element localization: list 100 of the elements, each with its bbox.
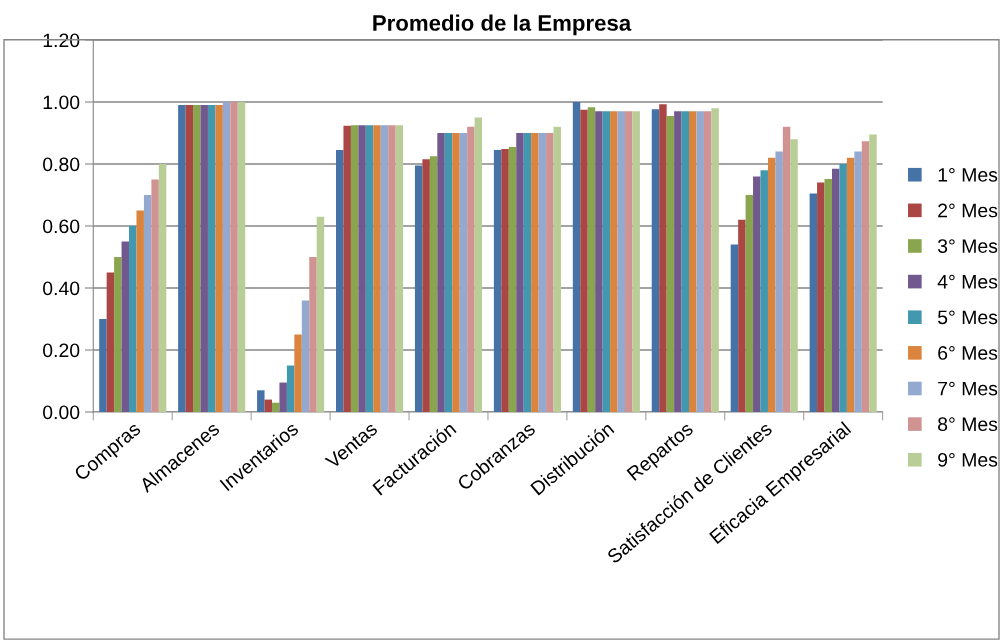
y-tick-label: 0.00 (43, 405, 80, 420)
legend-label: 6° Mes (938, 346, 998, 360)
bar (143, 195, 152, 412)
bar (444, 133, 453, 412)
legend-label: 4° Mes (937, 274, 998, 289)
bar (309, 257, 317, 412)
bar (632, 111, 640, 412)
bar (380, 125, 389, 412)
bar (782, 126, 791, 412)
bar (414, 165, 423, 412)
bar (595, 111, 603, 412)
bar (301, 300, 310, 412)
bar (271, 402, 280, 412)
bar (99, 319, 107, 412)
bar (279, 382, 287, 412)
bar (869, 134, 877, 412)
bar (516, 133, 524, 412)
legend-label: 3° Mes (937, 239, 998, 253)
bar (546, 133, 554, 412)
bar (508, 146, 517, 412)
bar (193, 105, 201, 412)
bar (136, 210, 144, 412)
bar (151, 179, 159, 412)
bar (767, 157, 776, 412)
bar (538, 133, 547, 412)
chart-title: Promedio de la Empresa (373, 14, 632, 36)
bar (316, 216, 325, 412)
bar (587, 107, 596, 412)
bar (651, 109, 660, 412)
bar (121, 241, 130, 412)
bar (602, 111, 611, 412)
bar (753, 176, 761, 412)
y-tick-label: 0.60 (43, 219, 80, 234)
bar (760, 170, 768, 412)
bar (200, 105, 208, 412)
bar (294, 334, 302, 412)
bar (824, 178, 832, 412)
bar (129, 226, 137, 412)
bar (846, 157, 855, 412)
bar (689, 111, 697, 412)
legend-label: 2° Mes (938, 203, 998, 218)
bar (467, 126, 475, 412)
bar (437, 133, 445, 412)
bar (222, 102, 231, 412)
bar (286, 365, 295, 412)
bar (158, 164, 167, 412)
legend-label: 9° Mes (938, 452, 998, 467)
bar (185, 105, 194, 412)
bar (264, 399, 272, 412)
y-tick-label: 1.20 (43, 33, 80, 48)
bar (350, 125, 359, 412)
bar (336, 150, 344, 412)
bar (429, 156, 438, 412)
bar (452, 133, 460, 412)
bar (703, 111, 712, 412)
bar (666, 115, 675, 412)
y-tick-label: 0.80 (43, 157, 80, 172)
bar (580, 109, 588, 412)
bar (730, 244, 739, 412)
bar (114, 257, 122, 412)
bar (572, 102, 581, 412)
legend-label: 8° Mes (938, 417, 998, 432)
y-tick-label: 0.20 (43, 343, 80, 358)
bar (358, 125, 366, 412)
bar (809, 193, 818, 412)
bar (674, 111, 682, 412)
bar (831, 168, 840, 412)
bar (659, 104, 667, 412)
bar (422, 159, 430, 412)
bar (373, 125, 381, 412)
y-tick-label: 1.00 (43, 95, 80, 110)
bar (501, 149, 509, 412)
bar (459, 133, 468, 412)
bar (215, 105, 223, 412)
bar (343, 125, 351, 412)
bar (388, 125, 396, 412)
bar (257, 390, 265, 412)
bar (696, 111, 704, 412)
bar (745, 195, 754, 412)
bar (207, 105, 216, 412)
bar (230, 102, 238, 412)
legend-label: 7° Mes (938, 381, 998, 396)
bar (178, 105, 186, 412)
bar (395, 125, 404, 412)
legend-label: 1° Mes (938, 167, 998, 182)
bar (553, 126, 561, 412)
bar (365, 125, 374, 412)
bar (790, 139, 798, 412)
bar (625, 111, 633, 412)
bar (839, 164, 847, 412)
bar (738, 219, 746, 412)
y-tick-label: 0.40 (43, 281, 80, 296)
bar (817, 182, 825, 412)
bar (106, 272, 115, 412)
bar (854, 151, 862, 412)
bar (493, 150, 502, 412)
bar (775, 151, 783, 412)
bar (610, 111, 618, 412)
bar (523, 133, 532, 412)
bar (681, 111, 690, 412)
